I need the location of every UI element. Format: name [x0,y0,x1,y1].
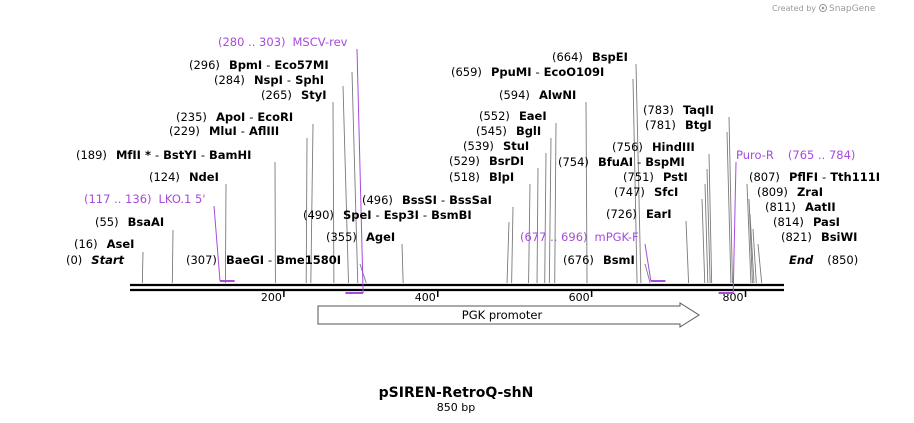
site-asei-connector [141,251,144,284]
site-bgli-connector [548,137,552,284]
site-bsmi-connector [644,263,651,284]
site-btgi-label: (781) BtgI [645,118,712,132]
plasmid-title: pSIREN-RetroQ-shN [379,385,534,401]
site-bsrdi-connector [536,167,539,284]
site-zrai-label: (809) ZraI [757,185,823,199]
site-bsmi-label: (676) BsmI [563,253,635,267]
site-bsiwi-connector [757,243,763,284]
site-bpmi-label: (296) BpmI - Eco57MI [189,58,329,72]
feature-arrow-shape [317,302,700,328]
site-spei-connector [506,221,510,284]
site-mfii-label: (189) MfII * - BstYI - BamHI [76,148,251,162]
site-bsssi-connector [511,206,514,284]
primer-mpgk-f-connector [644,243,652,282]
site-zrai-connector [748,198,753,284]
site-pasi-label: (814) PasI [773,215,840,229]
site-bpmi-connector [351,71,359,284]
site-agei-connector [401,243,404,284]
site-apoi-label: (235) ApoI - EcoRI [176,110,293,124]
primer-puro-r-label: Puro-R (765 .. 784) [736,148,855,162]
feature-label: PGK promoter [462,308,543,322]
site-eari-label: (726) EarI [606,207,672,221]
site-ppumi-label: (659) PpuMI - EcoO109I [451,65,604,79]
site-btgi-connector [726,131,732,284]
site-baegi-label: (307) BaeGI - Bme1580I [186,253,341,267]
site-styi-label: (265) StyI [261,88,327,102]
credit-text: Created by [772,4,816,13]
primer-puro-r-connector [732,161,737,294]
primer-mscv-rev-label: (280 .. 303) MSCV-rev [218,35,348,49]
site-mlui-label: (229) MluI - AflIII [169,124,279,138]
site-ndei-connector [224,183,227,284]
sequence-backbone [130,283,784,292]
site-stui-label: (539) StuI [463,139,529,153]
axis-tick-label: 600 [569,291,590,304]
site-alwni-connector [585,101,588,284]
site-bsrdi-label: (529) BsrDI [449,154,524,168]
site-asei-label: (16) AseI [74,237,134,251]
plasmid-length: 850 bp [437,401,475,414]
site-end-label: End (850) [789,253,858,267]
site-eaei-label: (552) EaeI [479,109,547,123]
site-taqii-connector [728,116,733,284]
site-pasi-connector [752,228,757,284]
site-psti-label: (751) PstI [623,170,688,184]
site-bsssi-label: (496) BssSI - BssSaI [362,193,492,207]
brand-text: SnapGene [829,4,876,14]
feature-pgk-promoter: PGK promoter [317,302,700,328]
snapgene-logo-icon [819,4,827,12]
site-pflfi-connector [746,183,752,284]
site-agei-label: (355) AgeI [326,230,395,244]
site-mlui-connector [305,137,308,284]
site-eaei-connector [554,122,557,284]
site-bfuai-label: (754) BfuAI - BspMI [558,155,685,169]
primer-lko-1-5-label: (117 .. 136) LKO.1 5' [84,192,206,206]
site-apoi-connector [310,123,314,284]
site-bspei-connector [635,63,642,284]
site-bsaai-label: (55) BsaAI [95,215,164,229]
site-ndei-label: (124) NdeI [149,170,219,184]
site-bsaai-connector [171,229,174,284]
site-psti-connector [704,183,709,284]
site-blpi-label: (518) BlpI [449,170,514,184]
site-eari-connector [685,220,690,284]
primer-mscv-rev-connector [356,48,364,294]
site-blpi-connector [528,183,531,284]
site-aatii-connector [749,213,755,284]
axis-tick-label: 200 [261,291,282,304]
site-bfuai-connector [706,168,711,284]
site-sfci-label: (747) SfcI [614,185,678,199]
site-nspi-connector [342,85,349,284]
site-hindiii-connector [708,153,713,284]
site-start-label: (0) Start [66,253,125,267]
axis-tick-label: 400 [415,291,436,304]
site-spei-label: (490) SpeI - Esp3I - BsmBI [303,208,472,222]
site-alwni-label: (594) AlwNI [499,88,576,102]
site-sfci-connector [701,198,706,284]
site-stui-connector [544,152,547,284]
site-ppumi-connector [632,78,638,284]
site-hindiii-label: (756) HindIII [612,140,695,154]
axis-tick-label: 800 [723,291,744,304]
site-aatii-label: (811) AatII [765,200,836,214]
primer-mpgk-f-label: (677 .. 696) mPGK-F [520,230,639,244]
site-pflfi-label: (807) PflFI - Tth111I [749,170,880,184]
site-nspi-label: (284) NspI - SphI [214,73,324,87]
primer-lko-1-5-connector [213,205,221,282]
site-styi-connector [332,101,335,284]
site-bsiwi-label: (821) BsiWI [781,230,857,244]
site-bspei-label: (664) BspEI [552,50,628,64]
site-bgli-label: (545) BglI [476,124,541,138]
site-taqii-label: (783) TaqII [643,103,714,117]
